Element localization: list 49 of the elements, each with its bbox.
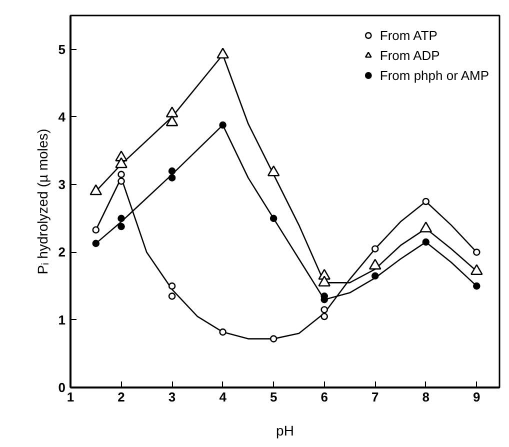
x-tick-label: 9 (473, 390, 480, 404)
x-tick-label: 2 (118, 390, 125, 404)
point (118, 214, 125, 222)
point (320, 306, 328, 314)
point (267, 165, 280, 176)
point (166, 106, 178, 118)
point (422, 198, 430, 206)
point (371, 272, 379, 280)
legend-label: From ATP (380, 28, 438, 42)
point (270, 335, 278, 342)
point (168, 282, 176, 290)
point (219, 121, 226, 129)
point (219, 328, 226, 336)
point (168, 174, 176, 182)
x-axis-title: pH (276, 422, 294, 438)
y-tick-label: 1 (58, 312, 66, 328)
y-tick-label: 4 (58, 109, 66, 124)
point (473, 282, 480, 290)
y-tick-label: 0 (58, 380, 66, 395)
y-tick-label: 2 (58, 244, 66, 260)
x-tick-label: 4 (219, 390, 228, 404)
point (118, 222, 125, 230)
x-tick-label: 8 (422, 390, 430, 404)
point (118, 170, 125, 178)
point (92, 240, 100, 248)
x-tick-label: 6 (320, 390, 328, 404)
point (270, 214, 278, 222)
point (371, 245, 379, 252)
point (90, 184, 102, 196)
point (216, 48, 229, 59)
point (118, 178, 125, 185)
point (320, 312, 328, 320)
point (166, 115, 178, 126)
point (422, 238, 430, 246)
point (115, 157, 128, 168)
x-tick-label: 7 (372, 390, 379, 404)
y-axis-title: Pᵢ hydrolyzed (µ moles) (34, 128, 50, 274)
y-tick-label: 3 (58, 177, 66, 192)
point (420, 222, 432, 232)
x-tick-label: 5 (270, 390, 278, 404)
point (368, 258, 382, 270)
point (168, 167, 176, 175)
legend-label: From phph or AMP (380, 68, 489, 82)
legend-label: From ADP (380, 48, 440, 62)
point (168, 292, 176, 300)
point (92, 226, 100, 234)
x-tick-label: 3 (168, 390, 176, 404)
point (473, 248, 480, 256)
y-tick-label: 5 (58, 42, 66, 57)
